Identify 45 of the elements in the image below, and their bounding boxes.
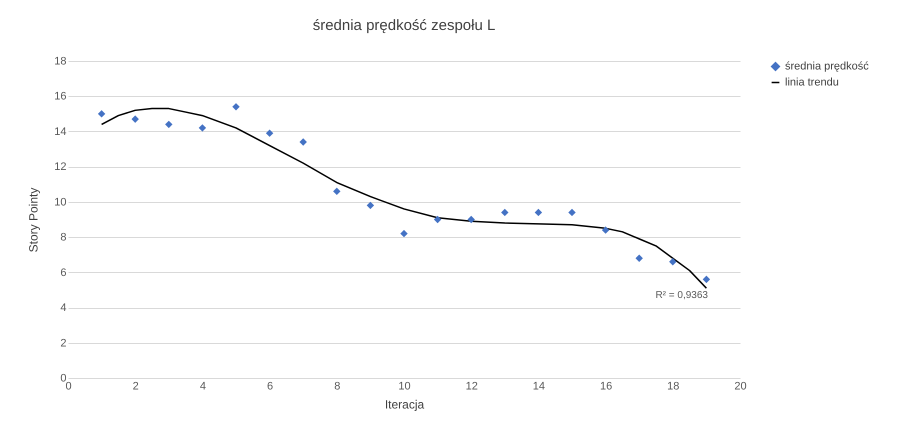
- point: [366, 202, 374, 210]
- point: [333, 188, 341, 196]
- point: [266, 130, 274, 137]
- point: [568, 208, 576, 216]
- point: [165, 120, 173, 128]
- y-tick-label: 2: [60, 337, 66, 350]
- point: [534, 208, 542, 216]
- y-tick-label: 0: [60, 372, 66, 384]
- legend-label: linia trendu: [785, 76, 839, 88]
- point: [467, 216, 475, 224]
- y-tick-label: 6: [60, 266, 66, 279]
- x-axis-title: Iteracja: [384, 398, 424, 412]
- point: [131, 115, 139, 123]
- point: [702, 276, 710, 284]
- point: [299, 138, 307, 146]
- y-tick-label: 14: [54, 126, 66, 138]
- point: [635, 254, 643, 262]
- x-tick-label: 4: [200, 380, 206, 392]
- y-tick-label: 8: [60, 232, 66, 244]
- y-tick-label: 18: [54, 56, 66, 68]
- x-tick-label: 6: [267, 380, 274, 392]
- x-tick-label: 18: [667, 380, 680, 392]
- point: [669, 258, 677, 266]
- x-tick-label: 14: [532, 380, 546, 392]
- point: [501, 208, 509, 216]
- x-tick-label: 12: [466, 380, 478, 392]
- y-tick-label: 10: [54, 196, 66, 208]
- legend-label: średnia prędkość: [785, 60, 870, 72]
- x-tick-label: 8: [334, 380, 340, 392]
- point: [400, 230, 408, 238]
- x-tick-label: 16: [600, 380, 612, 392]
- y-tick-label: 4: [60, 302, 66, 314]
- x-tick-label: 10: [398, 380, 411, 392]
- point: [98, 110, 106, 118]
- y-tick-label: 16: [54, 90, 66, 103]
- chart-title: średnia prędkość zespołu L: [312, 17, 496, 34]
- x-tick-label: 2: [132, 380, 139, 392]
- y-axis-title: Story Pointy: [26, 188, 40, 252]
- annotation: R² = 0,9363: [655, 290, 708, 301]
- x-tick-label: 20: [734, 380, 747, 392]
- point: [434, 216, 442, 224]
- line-series: [100, 108, 708, 289]
- y-tick-label: 12: [54, 161, 66, 174]
- point: [602, 226, 610, 234]
- point: [198, 124, 206, 132]
